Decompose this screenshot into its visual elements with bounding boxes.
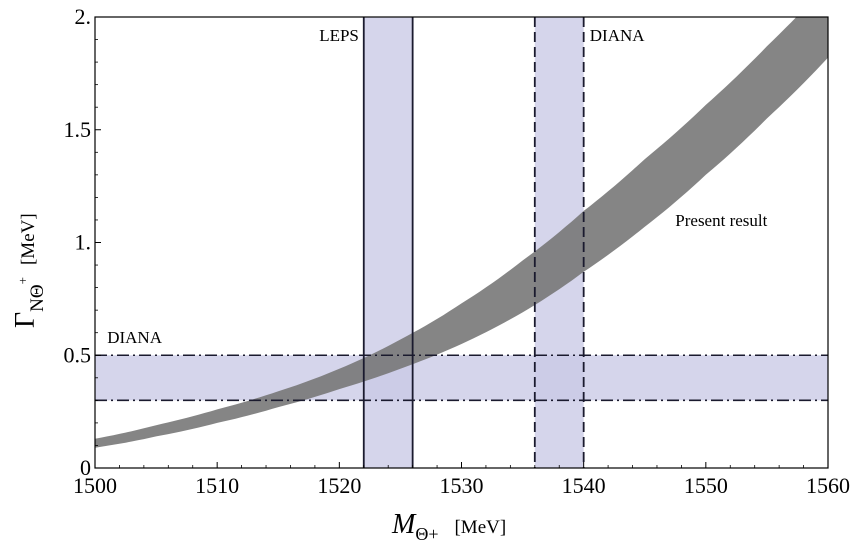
band-edge-lines — [95, 17, 828, 468]
x-tick-label: 1560 — [806, 473, 850, 498]
y-tick-label: 0 — [80, 455, 91, 480]
y-tick-label: 1. — [75, 230, 92, 255]
x-tick-label: 1540 — [562, 473, 606, 498]
x-tick-label: 1520 — [317, 473, 361, 498]
result-band-layer — [95, 17, 828, 448]
x-axis-unit: [MeV] — [454, 517, 506, 538]
annotation-diana: DIANA — [107, 328, 162, 347]
y-tick-label: 2. — [75, 4, 92, 29]
horizontal-band-layer — [95, 355, 828, 401]
y-tick-label: 0.5 — [64, 342, 92, 367]
x-axis-title: MΘ+ [MeV] — [391, 509, 506, 542]
annotation-diana: DIANA — [590, 26, 645, 45]
leps-vertical-band — [363, 17, 413, 468]
x-tick-label: 1510 — [195, 473, 239, 498]
x-axis-subscript: Θ+ — [415, 524, 438, 542]
y-tick-label: 1.5 — [64, 117, 92, 142]
x-axis-symbol: M — [391, 509, 417, 540]
annotations: LEPS DIANA Present result DIANA — [107, 26, 767, 347]
y-axis-unit: [MeV] — [18, 213, 39, 265]
diana-horizontal-band — [95, 355, 828, 401]
y-axis-symbol: Γ — [10, 312, 41, 328]
annotation-leps: LEPS — [319, 26, 359, 45]
y-axis-subscript: NΘ — [27, 284, 48, 311]
x-tick-label: 1550 — [684, 473, 728, 498]
x-tick-label: 1500 — [73, 473, 117, 498]
x-tick-label: 1530 — [440, 473, 484, 498]
present-result-band — [95, 17, 828, 448]
y-axis-title: ΓNΘ+ [MeV] — [10, 213, 48, 328]
annotation-present-result: Present result — [675, 211, 767, 230]
y-axis: 0 0.5 1. 1.5 2. — [64, 4, 101, 480]
x-axis: 1500 1510 1520 1530 1540 1550 1560 — [73, 462, 850, 498]
y-axis-superscript: + — [15, 277, 30, 284]
